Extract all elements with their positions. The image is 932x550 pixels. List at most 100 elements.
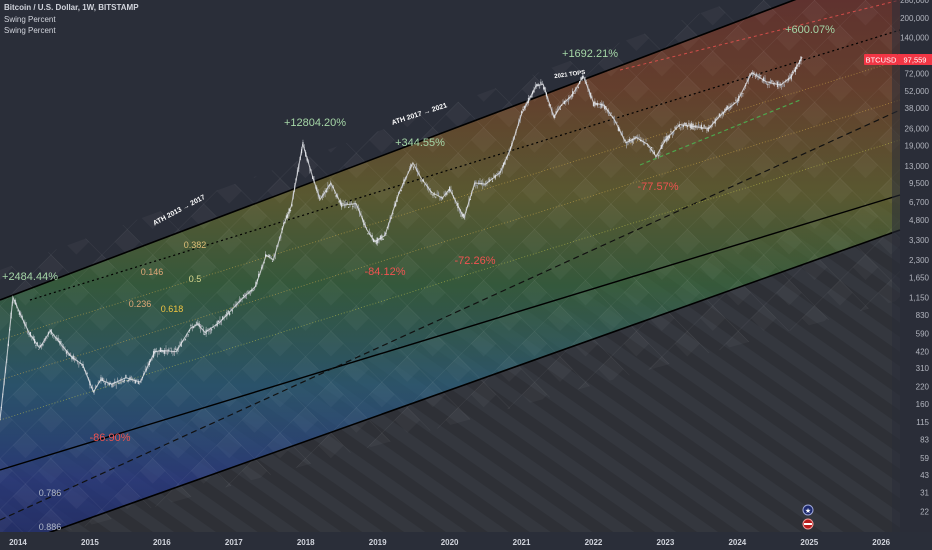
candle-body <box>213 327 216 329</box>
candle-body <box>18 312 20 315</box>
x-tick-label: 2025 <box>800 538 818 547</box>
indicator-label-1[interactable]: Swing Percent <box>4 15 56 24</box>
candle-body <box>626 141 628 146</box>
candle-body <box>352 206 354 207</box>
candle-body <box>514 138 516 140</box>
candle-body <box>374 239 376 241</box>
us-flag-event-icon-stripe <box>804 523 812 525</box>
candle-body <box>559 108 561 110</box>
support-line <box>0 194 901 471</box>
candle-body <box>166 349 168 355</box>
candle-body <box>707 127 709 132</box>
candle-body <box>455 205 458 206</box>
candle-body <box>769 80 772 84</box>
candle-body <box>677 125 679 126</box>
candle-body <box>435 196 437 198</box>
candle-body <box>736 100 738 105</box>
candle-body <box>270 256 272 258</box>
candle-body <box>94 385 97 388</box>
fib-level-label: 0.886 <box>39 522 62 532</box>
y-tick-label: 115 <box>916 418 929 427</box>
candle-body <box>126 380 128 382</box>
x-tick-label: 2017 <box>225 538 243 547</box>
candle-body <box>543 87 545 90</box>
candle-body <box>276 246 278 248</box>
candle-body <box>346 202 348 204</box>
candle-body <box>663 139 665 143</box>
candle-body <box>118 382 120 385</box>
candle-body <box>609 115 611 116</box>
y-tick-label: 13,000 <box>905 162 930 171</box>
candle-body <box>61 346 63 349</box>
candle-body <box>211 329 213 331</box>
candle-body <box>137 381 139 385</box>
candle-body <box>191 326 193 330</box>
y-tick-label: 72,000 <box>905 69 930 78</box>
candle-body <box>674 126 676 129</box>
fib-line <box>0 139 901 421</box>
candle-body <box>424 184 426 185</box>
x-tick-label: 2022 <box>585 538 603 547</box>
candle-body <box>652 150 654 152</box>
candle-body <box>520 111 523 113</box>
candle-body <box>696 128 698 129</box>
candle-body <box>130 376 133 379</box>
y-tick-label: 420 <box>916 348 930 357</box>
indicator-label-2[interactable]: Swing Percent <box>4 26 56 35</box>
candle-body <box>675 126 678 128</box>
candle-body <box>756 73 758 76</box>
candle-body <box>40 344 43 348</box>
candle-body <box>400 189 402 192</box>
candle-body <box>606 110 608 112</box>
candle-body <box>754 76 756 78</box>
y-tick-label: 6,700 <box>909 198 930 207</box>
x-tick-label: 2014 <box>9 538 27 547</box>
y-tick-label: 590 <box>916 329 930 338</box>
candle-body <box>649 149 651 152</box>
candle-body <box>558 106 560 108</box>
y-tick-label: 1,650 <box>909 274 930 283</box>
swing-loss-label: -72.26% <box>455 255 496 267</box>
candle-body <box>577 86 579 88</box>
candle-body <box>338 201 340 203</box>
x-tick-label: 2021 <box>513 538 531 547</box>
candle-body <box>51 334 54 336</box>
candle-body <box>104 382 106 385</box>
candle-body <box>92 387 94 390</box>
price-tag[interactable]: BTCUSD 97,559 <box>864 54 932 65</box>
candle-body <box>134 380 137 384</box>
candle-body <box>670 131 672 133</box>
candle-body <box>234 303 236 307</box>
candle-body <box>742 93 744 94</box>
candle-body <box>767 84 769 86</box>
candle-body <box>580 77 582 81</box>
candle-body <box>190 325 192 326</box>
candle-body <box>334 192 336 194</box>
candle-body <box>624 140 626 141</box>
candle-body <box>399 193 401 195</box>
y-tick-label: 83 <box>920 435 929 444</box>
candle-body <box>556 108 559 110</box>
candle-body <box>538 86 541 89</box>
candle-body <box>269 254 271 257</box>
candle-body <box>673 131 675 135</box>
candle-body <box>483 184 485 187</box>
candle-body <box>507 157 509 159</box>
candle-body <box>65 351 68 354</box>
candle-body <box>184 338 186 340</box>
candle-body <box>139 382 141 384</box>
candle-body <box>242 294 245 296</box>
y-tick-label: 26,000 <box>905 125 930 134</box>
candle-body <box>289 209 292 211</box>
candle-body <box>594 101 596 107</box>
candle-body <box>728 106 730 111</box>
candle-body <box>354 203 357 206</box>
candle-body <box>169 348 171 350</box>
candle-body <box>69 352 72 356</box>
candle-body <box>35 345 37 347</box>
projection-line-green <box>639 99 801 166</box>
candle-body <box>179 343 181 345</box>
star-event-icon[interactable] <box>802 504 814 516</box>
